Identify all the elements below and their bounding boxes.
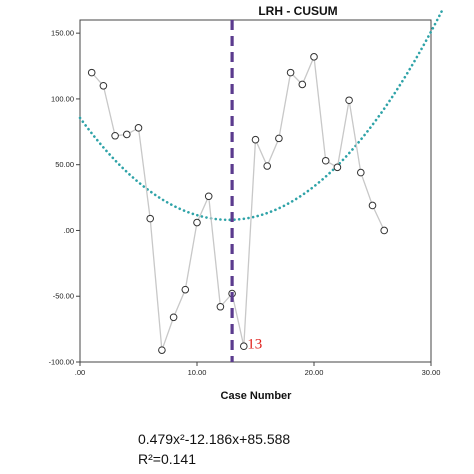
data-point [251,135,260,144]
plot-area [79,19,432,363]
data-point [87,68,96,77]
data-point [263,162,272,170]
annotation-label: 13 [247,337,262,353]
data-point [146,214,154,223]
data-point [310,53,318,61]
data-point [321,156,330,165]
data-point [345,96,353,105]
x-tick-label: 30.00 [422,368,441,377]
data-point [123,130,131,139]
y-tick-label: 150.00 [51,29,74,38]
fit-equation: 0.479x²-12.186x+85.588 [138,431,291,447]
data-point [158,346,166,354]
data-point [286,68,295,77]
data-point [275,134,283,143]
data-point [204,192,213,201]
data-point [111,131,119,140]
fit-curve [78,7,445,222]
data-point [169,313,178,322]
quadratic-fit-layer [78,7,445,222]
data-point [357,168,365,177]
y-tick-label: -50.00 [53,292,74,301]
y-tick-label: -100.00 [49,358,74,367]
data-point [99,81,108,90]
x-axis-label: Case Number [221,390,293,402]
x-axis: .00 10.00 20.00 30.00 [75,362,441,377]
y-tick-label: 100.00 [51,94,74,103]
data-point [298,80,307,89]
r-squared-value: R²=0.141 [138,451,196,467]
data-point [181,285,190,294]
data-point [368,201,377,210]
data-series-layer [87,53,389,354]
data-point [216,302,225,311]
y-tick-label: 50.00 [55,160,74,169]
data-point [134,124,143,132]
data-point [380,226,389,235]
x-tick-label: 20.00 [305,368,324,377]
y-axis: -100.00 -50.00 .00 50.00 100.00 150.00 [49,29,80,367]
data-point [333,163,342,172]
x-tick-label: .00 [75,368,85,377]
y-tick-label: .00 [64,226,74,235]
x-tick-label: 10.00 [188,368,207,377]
data-point [193,218,201,227]
chart-title: LRH - CUSUM [258,4,337,18]
data-point [240,342,248,351]
